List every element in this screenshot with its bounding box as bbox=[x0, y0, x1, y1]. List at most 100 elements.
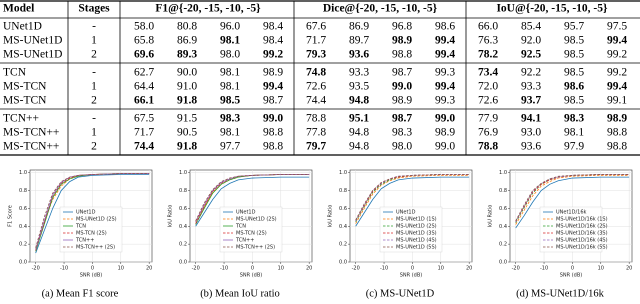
x-tick-label: -10 bbox=[540, 266, 548, 272]
value-cell: 77.9 bbox=[478, 113, 498, 125]
value-cell: 65.8 bbox=[134, 35, 154, 47]
x-tick-label: 10 bbox=[598, 266, 604, 272]
y-tick-label: 0.6 bbox=[339, 206, 347, 212]
legend-label: MS-UNet1D (1S) bbox=[396, 217, 437, 223]
value-cell: 78.8 bbox=[306, 113, 326, 125]
value-cell: 62.7 bbox=[134, 67, 154, 79]
value-cell: 99.4 bbox=[435, 35, 455, 47]
value-cell: 66.0 bbox=[478, 21, 498, 33]
value-cell: 99.2 bbox=[263, 49, 283, 61]
header-cell: Model bbox=[3, 3, 34, 15]
x-axis-label: SNR (dB) bbox=[80, 273, 103, 279]
legend-label: MS-UNet1D (4S) bbox=[396, 238, 437, 244]
legend-box bbox=[379, 206, 443, 253]
series-line bbox=[355, 176, 470, 227]
x-tick-label: -20 bbox=[32, 266, 40, 272]
series-line bbox=[195, 176, 310, 227]
y-tick-label: 0.6 bbox=[179, 206, 187, 212]
value-cell: 98.9 bbox=[435, 127, 455, 139]
value-cell: 98.9 bbox=[607, 113, 627, 125]
y-tick-label: 0.8 bbox=[19, 188, 27, 194]
value-cell: 69.6 bbox=[134, 49, 154, 61]
value-cell: 99.4 bbox=[607, 81, 627, 93]
series-line bbox=[515, 174, 630, 222]
legend-box bbox=[539, 206, 603, 253]
y-tick-label: 0.2 bbox=[19, 242, 27, 248]
value-cell: 97.5 bbox=[607, 21, 627, 33]
y-axis-label: F1 Score bbox=[8, 205, 14, 227]
value-cell: 99.2 bbox=[607, 67, 627, 79]
value-cell: 76.9 bbox=[478, 127, 498, 139]
legend-label: MS-UNet1D/16k (3S) bbox=[556, 231, 608, 237]
legend-label: MS-TCN (2S) bbox=[76, 231, 107, 237]
value-cell: 74.4 bbox=[306, 95, 326, 107]
stages-cell: 2 bbox=[91, 141, 97, 153]
value-cell: 98.4 bbox=[263, 35, 283, 47]
value-cell: 99.4 bbox=[607, 35, 627, 47]
value-cell: 93.5 bbox=[349, 81, 369, 93]
value-cell: 71.7 bbox=[134, 127, 154, 139]
header-cell: Dice@{-20, -15, -10, -5} bbox=[323, 3, 438, 15]
value-cell: 67.6 bbox=[306, 21, 326, 33]
value-cell: 99.4 bbox=[263, 81, 283, 93]
value-cell: 98.7 bbox=[392, 113, 412, 125]
y-tick-label: 0.4 bbox=[499, 224, 507, 230]
value-cell: 93.6 bbox=[349, 49, 369, 61]
value-cell: 79.7 bbox=[306, 141, 326, 153]
legend-label: TCN++ bbox=[235, 238, 254, 244]
stages-cell: 2 bbox=[91, 49, 97, 61]
legend-label: UNet1D bbox=[396, 210, 416, 216]
value-cell: 98.8 bbox=[263, 141, 283, 153]
y-tick-label: 0.2 bbox=[179, 242, 187, 248]
value-cell: 98.6 bbox=[435, 21, 455, 33]
value-cell: 98.1 bbox=[220, 35, 240, 47]
value-cell: 86.9 bbox=[349, 21, 369, 33]
legend-box bbox=[219, 206, 283, 253]
value-cell: 98.3 bbox=[564, 113, 584, 125]
stages-cell: - bbox=[92, 21, 96, 33]
x-axis-label: SNR (dB) bbox=[400, 273, 423, 279]
y-tick-label: 1.0 bbox=[499, 170, 507, 176]
legend-label: UNet1D bbox=[236, 210, 256, 216]
y-tick-label: 1.0 bbox=[339, 170, 347, 176]
value-cell: 71.7 bbox=[306, 35, 326, 47]
model-cell: TCN bbox=[3, 67, 27, 79]
value-cell: 85.4 bbox=[521, 21, 541, 33]
value-cell: 99.0 bbox=[263, 113, 283, 125]
value-cell: 98.8 bbox=[607, 127, 627, 139]
series-line bbox=[35, 173, 150, 248]
value-cell: 98.1 bbox=[220, 127, 240, 139]
value-cell: 86.9 bbox=[177, 35, 197, 47]
stages-cell: 1 bbox=[91, 81, 97, 93]
model-cell: MS-TCN++ bbox=[3, 127, 59, 139]
value-cell: 94.8 bbox=[349, 95, 369, 107]
x-tick-label: -20 bbox=[352, 266, 360, 272]
value-cell: 72.6 bbox=[306, 81, 326, 93]
value-cell: 67.5 bbox=[134, 113, 154, 125]
value-cell: 94.1 bbox=[521, 113, 541, 125]
y-tick-label: 0.0 bbox=[339, 260, 347, 266]
y-tick-label: 0.8 bbox=[499, 188, 507, 194]
value-cell: 91.0 bbox=[177, 81, 197, 93]
caption: (b) Mean IoU ratio bbox=[200, 288, 280, 299]
legend-label: MS-UNet1D/16k (4S) bbox=[556, 238, 608, 244]
value-cell: 99.4 bbox=[435, 49, 455, 61]
value-cell: 99.3 bbox=[435, 95, 455, 107]
model-cell: TCN++ bbox=[3, 113, 39, 125]
value-cell: 93.3 bbox=[349, 67, 369, 79]
header-cell: F1@{-20, -15, -10, -5} bbox=[155, 3, 261, 15]
value-cell: 91.5 bbox=[177, 113, 197, 125]
legend-label: TCN bbox=[235, 224, 246, 230]
value-cell: 98.0 bbox=[220, 49, 240, 61]
value-cell: 98.8 bbox=[607, 141, 627, 153]
x-tick-label: 0 bbox=[411, 266, 414, 272]
model-cell: MS-TCN++ bbox=[3, 141, 59, 153]
value-cell: 90.0 bbox=[177, 67, 197, 79]
value-cell: 98.9 bbox=[392, 35, 412, 47]
value-cell: 72.0 bbox=[478, 81, 498, 93]
legend-label: MS-UNet1D (2S) bbox=[236, 217, 277, 223]
value-cell: 98.8 bbox=[392, 49, 412, 61]
value-cell: 98.5 bbox=[564, 49, 584, 61]
stages-cell: 2 bbox=[91, 95, 97, 107]
